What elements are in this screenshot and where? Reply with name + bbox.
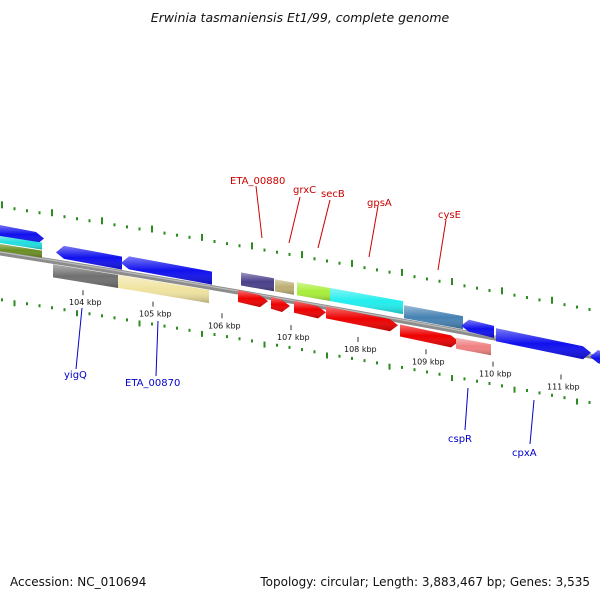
gene-label-leaders <box>75 185 535 445</box>
gc-content-inner-track <box>1 298 591 405</box>
genome-summary-text: Topology: circular; Length: 3,883,467 bp… <box>260 575 590 589</box>
leader-line-bottom <box>529 399 535 445</box>
scale-tick-label: 110 kbp <box>479 370 512 379</box>
scale-ticks: 104 kbp 105 kbp 106 kbp 107 kbp 108 kbp 109 k… <box>69 290 580 392</box>
gene-feature-shade <box>326 306 398 332</box>
leader-line-top <box>317 199 331 249</box>
gene-label-top: grxC <box>293 185 316 196</box>
scale-tick-label: 107 kbp <box>277 333 310 342</box>
scale-tick-label: 105 kbp <box>139 310 172 319</box>
gene-feature-shade <box>496 328 591 360</box>
gene-label-bottom: cpxA <box>512 448 537 459</box>
leader-line-top <box>255 185 263 239</box>
gene-label-top: gpsA <box>367 198 392 209</box>
gene-feature-shade <box>400 324 459 348</box>
gene-feature-shade <box>297 282 330 302</box>
scale-tick-label: 108 kbp <box>344 345 377 354</box>
gene-feature-shade <box>330 288 403 315</box>
gene-feature-shade <box>404 305 463 330</box>
scale-tick-label: 109 kbp <box>412 357 445 366</box>
map-title: Erwinia tasmaniensis Et1/99, complete ge… <box>150 10 450 25</box>
gene-feature-shade <box>456 337 491 356</box>
gene-label-top: secB <box>321 189 345 200</box>
gene-label-bottom: yigQ <box>64 370 87 381</box>
gene-feature-shade <box>118 274 209 304</box>
gene-labels: ETA_00880 grxC secB gpsA cysE yigQ ETA_00870cs… <box>64 176 537 459</box>
gene-feature-shade <box>294 300 326 319</box>
gene-label-top: cysE <box>438 210 461 221</box>
gene-feature-shade <box>461 319 494 338</box>
scale-tick-label: 111 kbp <box>547 383 580 392</box>
gene-feature-shade <box>238 290 268 308</box>
gene-label-top: ETA_00880 <box>230 176 285 187</box>
gene-feature-shade <box>121 256 212 285</box>
leader-line-top <box>437 219 447 271</box>
gene-feature-shade <box>241 272 274 292</box>
gene-feature-shade <box>0 244 42 258</box>
leader-line-bottom <box>155 320 159 377</box>
leader-line-top <box>368 205 379 258</box>
gene-feature-shade <box>271 296 290 313</box>
scale-tick-label: 106 kbp <box>208 321 241 330</box>
gene-label-bottom: ETA_00870 <box>125 378 180 389</box>
gene-features <box>0 225 600 364</box>
gene-feature-shade <box>590 350 600 364</box>
gene-feature-shade <box>0 236 42 250</box>
scale-tick-label: 104 kbp <box>69 298 102 307</box>
gene-feature-shade <box>53 264 119 289</box>
leader-line-bottom <box>75 307 83 370</box>
gene-feature-shade <box>275 279 294 295</box>
gc-content-outer-track <box>1 201 591 311</box>
gene-label-bottom: cspR <box>448 434 472 445</box>
gene-feature-shade <box>56 245 122 270</box>
leader-line-bottom <box>464 387 469 431</box>
leader-line-top <box>288 196 301 244</box>
accession-text: Accession: NC_010694 <box>10 575 147 589</box>
